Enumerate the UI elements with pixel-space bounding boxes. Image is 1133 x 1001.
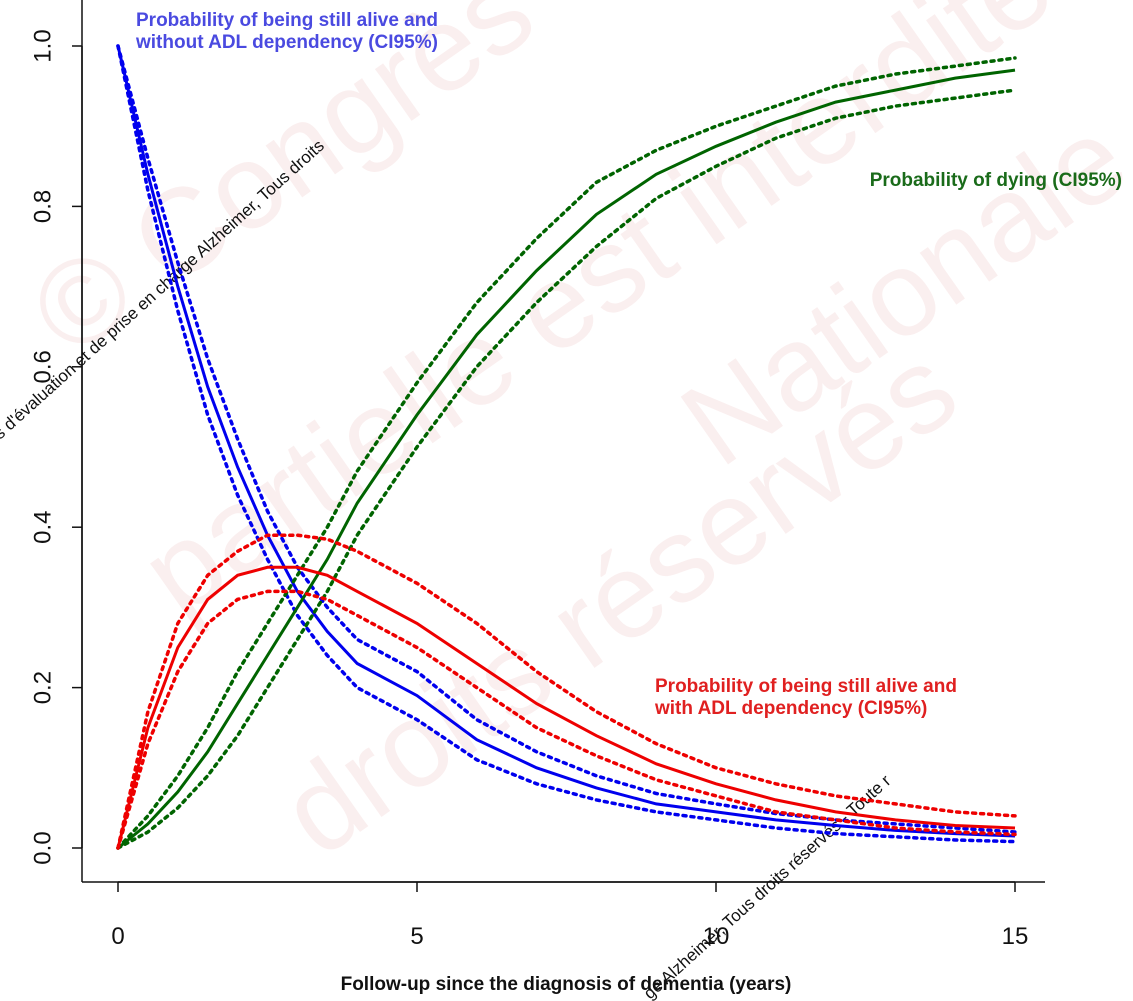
y-tick-label: 0.8 [29, 190, 56, 223]
y-tick-label: 0.0 [29, 831, 56, 864]
series-lines [116, 44, 1017, 850]
x-tick-label: 0 [111, 923, 124, 950]
series-dying-line [117, 68, 1016, 850]
y-tick-label: 1.0 [29, 29, 56, 62]
x-tick-label: 10 [703, 923, 730, 950]
y-tick-label: 0.4 [29, 511, 56, 544]
y-tick-label: 0.6 [29, 350, 56, 383]
series-label-alive-with-adl: Probability of being still alive and [655, 676, 957, 697]
series-dying-ci-lower [116, 88, 1017, 850]
series-label-dying: Probability of dying (CI95%) [870, 170, 1122, 191]
series-dying-ci-upper [116, 56, 1017, 850]
x-tick-label: 15 [1002, 923, 1029, 950]
series-alive-with-adl-ci-lower [116, 589, 1017, 850]
axes: 0.0 0.2 0.4 0.6 0.8 1.0 0 5 10 15 [29, 0, 1045, 950]
series-alive-without-adl-line [116, 45, 1016, 838]
series-alive-with-adl-ci-upper [116, 533, 1017, 850]
series-label-alive-without-adl: without ADL dependency (CI95%) [135, 32, 438, 53]
x-tick-label: 5 [410, 923, 423, 950]
series-alive-without-adl-ci-upper [116, 44, 1017, 834]
series-label-alive-without-adl: Probability of being still alive and [136, 10, 438, 31]
y-tick-label: 0.2 [29, 671, 56, 704]
series-labels: Probability of being still alive andwith… [135, 10, 1122, 719]
series-alive-without-adl-ci-lower [116, 44, 1017, 844]
series-alive-with-adl-line [116, 565, 1016, 849]
x-axis-label: Follow-up since the diagnosis of dementi… [341, 974, 792, 995]
series-label-alive-with-adl: with ADL dependency (CI95%) [654, 698, 927, 719]
